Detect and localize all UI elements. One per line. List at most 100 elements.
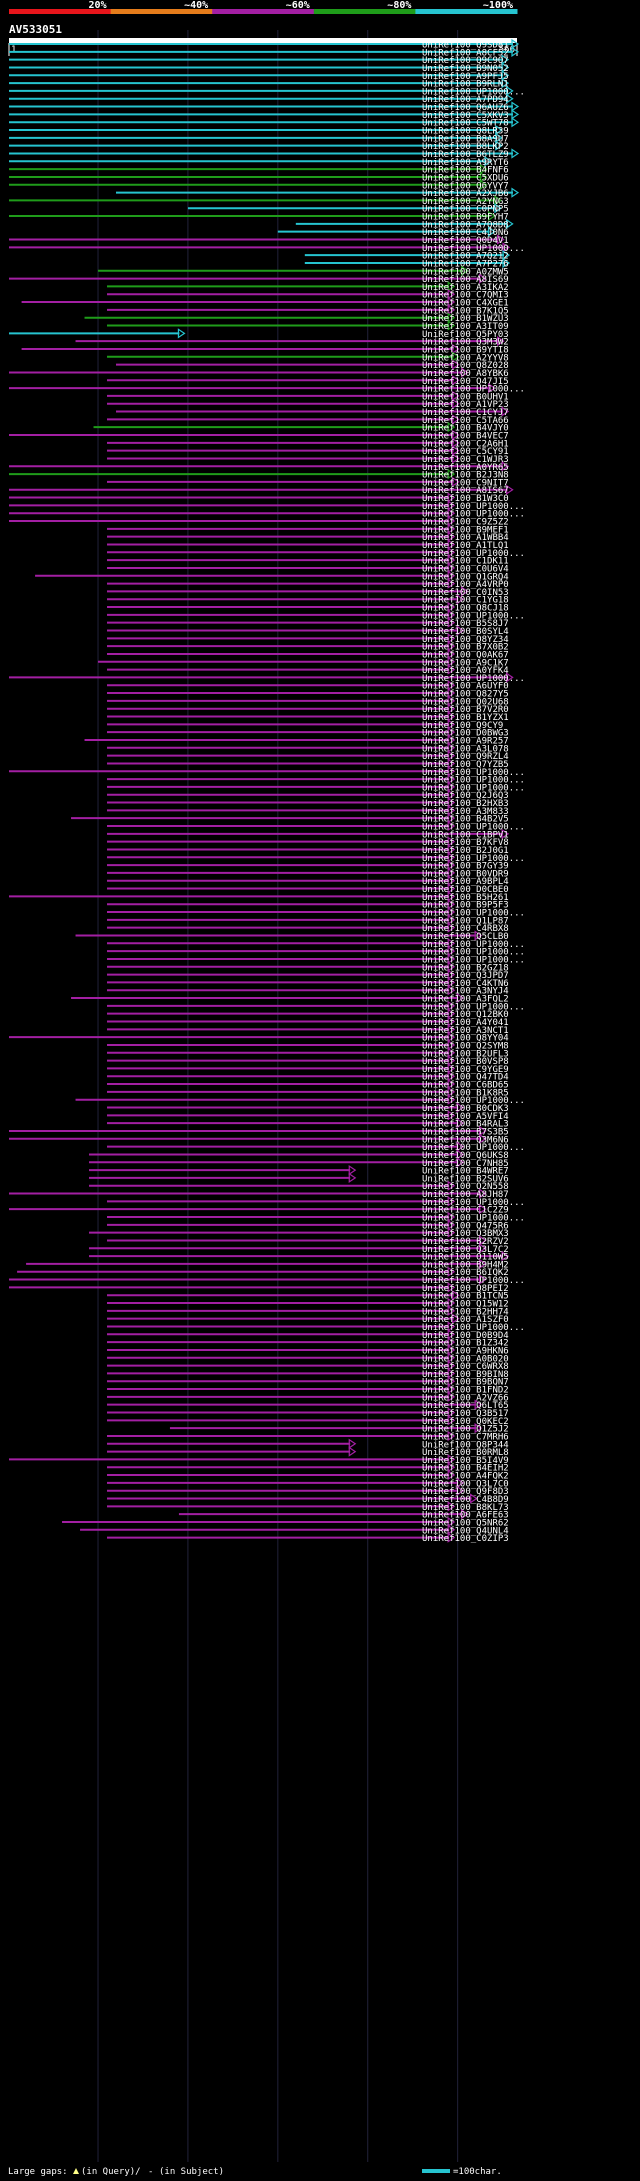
hit-label[interactable]: UniRef100_A4Y041 bbox=[422, 1018, 509, 1028]
hit-row[interactable]: UniRef100_C4XGE1 bbox=[21, 296, 509, 309]
hit-row[interactable]: UniRef100_B0UHV1 bbox=[107, 390, 509, 403]
hit-row[interactable]: UniRef100_B9BQN7 bbox=[107, 1376, 509, 1388]
hit-row[interactable]: UniRef100_C7MRH6 bbox=[107, 1430, 509, 1443]
hit-row[interactable]: UniRef100_Q9SD81 bbox=[9, 38, 520, 51]
hit-label[interactable]: UniRef100_Q12BK0 bbox=[422, 1010, 509, 1020]
hit-label[interactable]: UniRef100_UP1000... bbox=[422, 1143, 525, 1153]
hit-row[interactable]: UniRef100_B4B2V5 bbox=[71, 813, 509, 825]
hit-row[interactable]: UniRef100_Q3BMX3 bbox=[89, 1227, 509, 1240]
hit-row[interactable]: UniRef100_B1FND2 bbox=[107, 1383, 509, 1396]
hit-row[interactable]: UniRef100_Q9C9Q7 bbox=[9, 54, 510, 67]
hit-label[interactable]: UniRef100_UP1000... bbox=[422, 549, 525, 559]
hit-row[interactable]: UniRef100_C1BPV1 bbox=[107, 828, 510, 841]
hit-row[interactable]: UniRef100_Q2N558 bbox=[89, 1180, 509, 1193]
hit-label[interactable]: UniRef100_C1DK11 bbox=[422, 557, 509, 567]
hit-label[interactable]: UniRef100_UP1000... bbox=[422, 611, 525, 621]
hit-label[interactable]: UniRef100_B2GZ18 bbox=[422, 963, 509, 973]
hit-row[interactable]: UniRef100_B7KFV8 bbox=[107, 836, 509, 849]
hit-row[interactable]: UniRef100_A7PD94 bbox=[9, 93, 514, 106]
hit-row[interactable]: UniRef100_A3L078 bbox=[107, 742, 509, 755]
hit-row[interactable]: UniRef100_Q6LT65 bbox=[107, 1399, 509, 1412]
hit-label[interactable]: UniRef100_B4B2V5 bbox=[422, 815, 509, 825]
hit-label[interactable]: UniRef100_Q1LP87 bbox=[422, 916, 509, 926]
hit-row[interactable]: UniRef100_Q15W12 bbox=[107, 1297, 509, 1310]
hit-row[interactable]: UniRef100_A9HKN6 bbox=[107, 1344, 509, 1357]
hit-row[interactable]: UniRef100_Q47TD4 bbox=[107, 1071, 509, 1083]
hit-row[interactable]: UniRef100_UP1000... bbox=[9, 766, 525, 778]
hit-label[interactable]: UniRef100_C9Z5Z2 bbox=[422, 518, 509, 528]
hit-row[interactable]: UniRef100_A4Y041 bbox=[107, 1016, 509, 1029]
hit-row[interactable]: UniRef100_B9MEF1 bbox=[107, 523, 509, 536]
hit-row[interactable]: UniRef100_D0BWG3 bbox=[107, 727, 509, 739]
hit-label[interactable]: UniRef100_UP1000... bbox=[422, 87, 525, 97]
hit-label[interactable]: UniRef100_B7X0B2 bbox=[422, 643, 509, 653]
hit-row[interactable]: UniRef100_UP1000... bbox=[107, 781, 525, 794]
hit-label[interactable]: UniRef100_Q3JPD7 bbox=[422, 971, 509, 981]
hit-row[interactable]: UniRef100_B2RZV2 bbox=[107, 1235, 509, 1247]
hit-label[interactable]: UniRef100_UP1000... bbox=[422, 776, 525, 786]
hit-label[interactable]: UniRef100_A3L078 bbox=[422, 744, 509, 754]
hit-row[interactable]: UniRef100_A3IT09 bbox=[107, 320, 509, 333]
hit-row[interactable]: UniRef100_Q1LP87 bbox=[107, 914, 509, 927]
hit-row[interactable]: UniRef100_B4FNF6 bbox=[9, 163, 509, 176]
hit-label[interactable]: UniRef100_Q1GRQ4 bbox=[422, 572, 509, 582]
hit-row[interactable]: UniRef100_Q5PY03 bbox=[9, 328, 509, 340]
hit-label[interactable]: UniRef100_C4B8D9 bbox=[422, 1495, 509, 1505]
hit-row[interactable]: UniRef100_D0B9D4 bbox=[107, 1329, 509, 1341]
hit-row[interactable]: UniRef100_A2YYV8 bbox=[107, 351, 509, 364]
hit-row[interactable]: UniRef100_Q9RZL4 bbox=[107, 750, 509, 763]
hit-row[interactable]: UniRef100_Q4UNL4 bbox=[80, 1524, 509, 1537]
hit-label[interactable]: UniRef100_UP1000... bbox=[422, 940, 525, 950]
hit-row[interactable]: UniRef100_Q3M3W2 bbox=[75, 336, 509, 348]
hit-row[interactable]: UniRef100_Q1GRQ4 bbox=[35, 570, 509, 583]
hit-row[interactable]: UniRef100_A3NCT1 bbox=[107, 1024, 509, 1036]
hit-label[interactable]: UniRef100_C5XKV3 bbox=[422, 111, 509, 121]
hit-row[interactable]: UniRef100_C2A6H1 bbox=[107, 437, 509, 450]
hit-label[interactable]: UniRef100_C1CYJ7 bbox=[422, 408, 509, 418]
hit-row[interactable]: UniRef100_Q0D4V1 bbox=[9, 234, 509, 247]
hit-row[interactable]: UniRef100_A2VZ66 bbox=[107, 1391, 509, 1404]
hit-label[interactable]: UniRef100_Q0AK67 bbox=[422, 650, 509, 660]
hit-row[interactable]: UniRef100_Q8YY04 bbox=[9, 1032, 509, 1044]
hit-label[interactable]: UniRef100_B1TCN5 bbox=[422, 1292, 509, 1302]
hit-row[interactable]: UniRef100_Q12BK0 bbox=[107, 1008, 509, 1021]
hit-label[interactable]: UniRef100_C5TA66 bbox=[422, 416, 509, 426]
hit-row[interactable]: UniRef100_B7V2R0 bbox=[107, 703, 509, 716]
hit-label[interactable]: UniRef100_Q827Y5 bbox=[422, 690, 509, 700]
hit-label[interactable]: UniRef100_Q9CY9 bbox=[422, 721, 503, 731]
hit-label[interactable]: UniRef100_Q2SYM8 bbox=[422, 1041, 509, 1051]
hit-label[interactable]: UniRef100_A7PD94 bbox=[422, 95, 509, 105]
hit-label[interactable]: UniRef100_C1WJR3 bbox=[422, 455, 509, 465]
hit-row[interactable]: UniRef100_UP1000... bbox=[9, 242, 525, 254]
hit-label[interactable]: UniRef100_B8KL73 bbox=[422, 1503, 509, 1513]
hit-row[interactable]: UniRef100_Q7YZB5 bbox=[107, 758, 509, 770]
hit-row[interactable]: UniRef100_B9YTI8 bbox=[21, 343, 509, 356]
hit-row[interactable]: UniRef100_B2HXB3 bbox=[107, 797, 509, 810]
hit-row[interactable]: UniRef100_D0CBE0 bbox=[107, 883, 509, 896]
hit-row[interactable]: UniRef100_B4WRE7 bbox=[89, 1164, 509, 1177]
hit-row[interactable]: UniRef100_C7NH85 bbox=[89, 1157, 509, 1169]
hit-label[interactable]: UniRef100_B8LKP2 bbox=[422, 142, 509, 152]
hit-row[interactable]: UniRef100_C5CY91 bbox=[107, 445, 509, 458]
hit-row[interactable]: UniRef100_UP1000... bbox=[107, 609, 525, 622]
hit-label[interactable]: UniRef100_B1K8R5 bbox=[422, 1088, 509, 1098]
hit-row[interactable]: UniRef100_Q0AK67 bbox=[107, 648, 509, 661]
hit-label[interactable]: UniRef100_A5VFI4 bbox=[422, 1112, 509, 1122]
hit-label[interactable]: UniRef100_Q8YY04 bbox=[422, 1034, 509, 1044]
hit-label[interactable]: UniRef100_B7S3B5 bbox=[422, 1127, 509, 1137]
hit-row[interactable]: UniRef100_C0IN53 bbox=[107, 586, 509, 598]
hit-row[interactable]: UniRef100_Q3M6N6 bbox=[9, 1133, 509, 1146]
hit-label[interactable]: UniRef100_C6BD65 bbox=[422, 1081, 509, 1091]
hit-row[interactable]: UniRef100_Q02U68 bbox=[107, 695, 509, 708]
hit-label[interactable]: UniRef100_Q15W12 bbox=[422, 1300, 509, 1310]
hit-row[interactable]: UniRef100_Q6AUZ6 bbox=[9, 101, 520, 114]
hit-row[interactable]: UniRef100_C9YGE9 bbox=[107, 1063, 509, 1075]
hit-label[interactable]: UniRef100_B9N052 bbox=[422, 64, 509, 74]
hit-row[interactable]: UniRef100_A3NYJ4 bbox=[107, 985, 509, 997]
hit-label[interactable]: UniRef100_A3NYJ4 bbox=[422, 987, 509, 997]
hit-label[interactable]: UniRef100_Q4UNL4 bbox=[422, 1526, 509, 1536]
hit-label[interactable]: UniRef100_B0UHV1 bbox=[422, 392, 509, 402]
hit-label[interactable]: UniRef100_Q3BMX3 bbox=[422, 1229, 509, 1239]
hit-label[interactable]: UniRef100_C7QMI3 bbox=[422, 291, 509, 301]
hit-row[interactable]: UniRef100_B2HH74 bbox=[107, 1305, 509, 1318]
